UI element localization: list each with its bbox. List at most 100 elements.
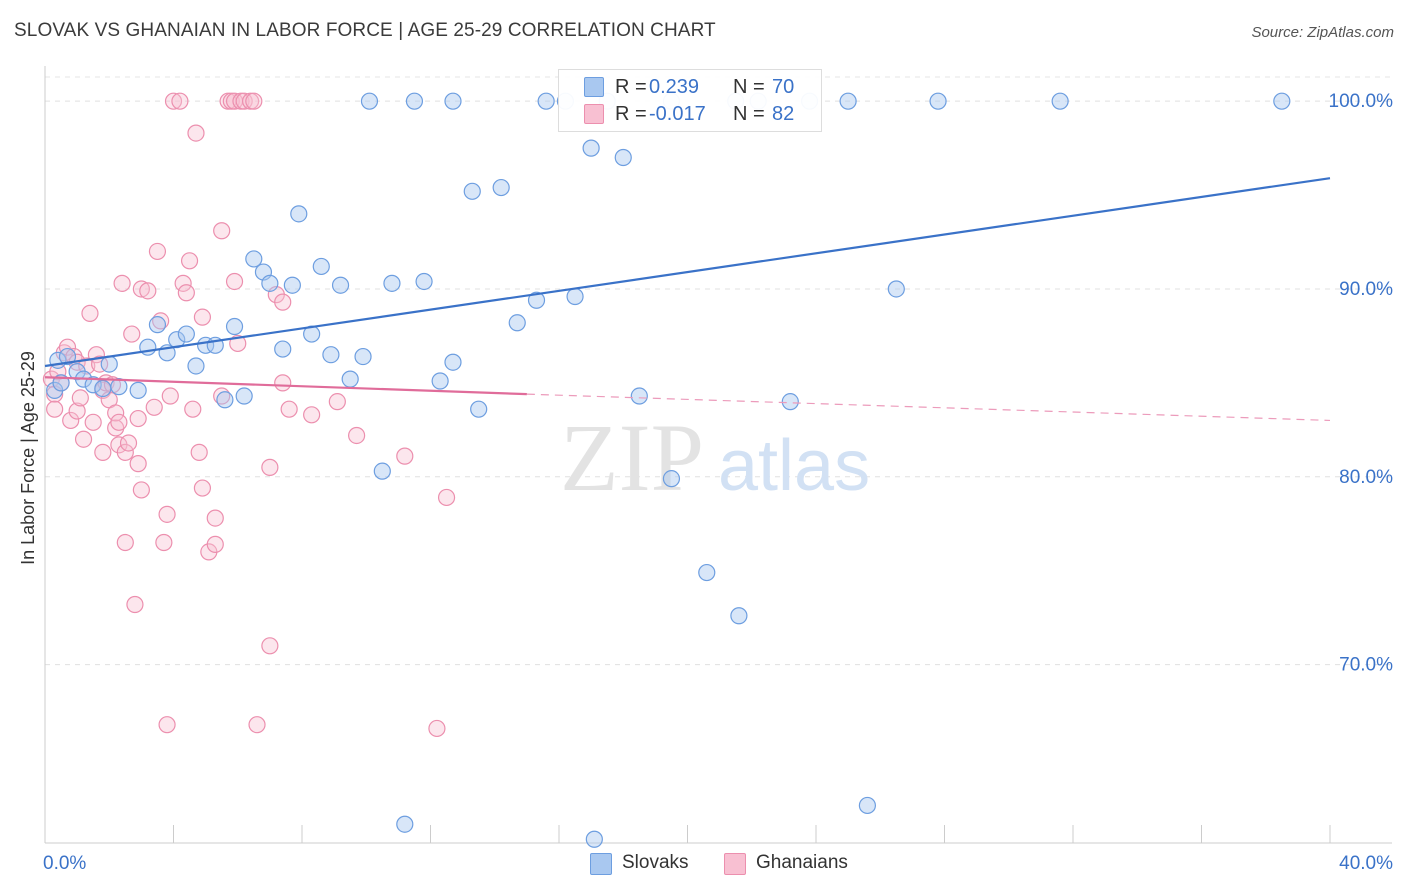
ghanaian-point [158, 716, 176, 734]
slovak-point [630, 387, 648, 405]
slovak-point [84, 376, 102, 394]
slovak-point [148, 316, 167, 334]
ghanaian-point [116, 533, 134, 552]
ghanaian-point [437, 488, 456, 507]
slovak-point [94, 379, 112, 398]
tick-labels: 100.0% 90.0% 80.0% 70.0% 0.0% 40.0% [43, 91, 1393, 874]
ghanaian-point [46, 400, 64, 418]
slovak-point [858, 796, 877, 815]
slovak-point [463, 182, 481, 200]
ghanaian-point [129, 409, 147, 428]
slovak-point [585, 830, 603, 848]
slovak-point [839, 92, 857, 110]
legend-n-label: N = [733, 103, 765, 125]
slovak-point [415, 272, 433, 291]
ghanaian-point [81, 304, 99, 322]
ghanaian-point [74, 430, 93, 448]
y-tick-label: 80.0% [1339, 467, 1393, 488]
ghanaian-point [328, 393, 346, 411]
ghanaian-point [84, 413, 102, 431]
legend-n-label: N = [733, 76, 765, 98]
slovak-point [110, 378, 128, 396]
ghanaian-point [132, 481, 150, 499]
ghanaian-point [193, 479, 212, 497]
grid-lines [45, 76, 1392, 666]
source-label: Source: ZipAtlas.com [1251, 24, 1394, 41]
slovak-point [444, 353, 462, 371]
slovak-point [508, 314, 526, 332]
slovak-point [1273, 92, 1291, 110]
slovak-point [405, 92, 424, 110]
ghanaian-point [428, 719, 446, 738]
correlation-legend: R = 0.239 N = 70 R = -0.017 N = 82 [558, 69, 822, 132]
ghanaian-point [155, 533, 173, 552]
slovak-point [58, 347, 77, 366]
chart-title: SLOVAK VS GHANAIAN IN LABOR FORCE | AGE … [14, 20, 716, 41]
slovak-point [383, 274, 401, 292]
ghanaian-point [177, 284, 195, 302]
legend-label-ghanaians: Ghanaians [756, 852, 848, 873]
ghanaian-point [225, 272, 244, 291]
slovak-point [566, 287, 584, 306]
ghanaian-point [129, 455, 147, 473]
y-axis-label: In Labor Force | Age 25-29 [18, 351, 38, 565]
slovak-point [341, 370, 359, 388]
ghanaian-point [78, 357, 96, 375]
slovak-point [929, 92, 947, 110]
ghanaian-point [174, 274, 192, 292]
ghanaian-trend-line [44, 376, 527, 396]
y-tick-label: 70.0% [1339, 655, 1393, 676]
ghanaian-point [303, 406, 321, 424]
slovak-point [129, 381, 147, 399]
trend-lines [44, 177, 1331, 422]
ghanaian-point [110, 413, 128, 431]
legend-r-label: R = [615, 103, 647, 125]
legend-r-label: R = [615, 76, 647, 98]
legend-swatch-slovaks [590, 853, 612, 875]
slovak-point [177, 325, 195, 343]
legend-swatch-slovaks [584, 77, 604, 97]
ghanaian-point [274, 374, 292, 392]
x-tick-label: 40.0% [1339, 853, 1393, 874]
ghanaian-point [113, 274, 131, 292]
ghanaian-point [62, 411, 80, 430]
ghanaian-point [119, 434, 138, 452]
ghanaian-point [58, 338, 77, 356]
ghanaian-point [274, 293, 292, 311]
ghanaian-trend-extrapolation [526, 393, 1331, 422]
ghanaian-point [126, 595, 144, 614]
slovak-point [698, 563, 716, 582]
slovak-point [283, 276, 301, 294]
ghanaian-point [107, 419, 125, 437]
legend-swatch-ghanaians [724, 853, 746, 875]
slovak-point [225, 317, 244, 336]
slovak-point [245, 250, 263, 268]
slovak-point [614, 148, 632, 167]
legend-n-value: 70 [772, 76, 795, 98]
ghanaian-point [248, 716, 266, 734]
ghanaian-point [107, 404, 125, 422]
ghanaian-point [396, 447, 414, 465]
ghanaian-point [213, 222, 231, 240]
ghanaian-point [261, 458, 279, 476]
ghanaian-point [206, 509, 224, 527]
watermark-zip: ZIP [560, 404, 704, 511]
legend-swatch-ghanaians [584, 104, 604, 124]
ghanaian-point [261, 637, 279, 655]
y-tick-label: 100.0% [1329, 91, 1394, 112]
slovak-point [781, 393, 799, 411]
slovak-point [730, 607, 748, 625]
legend-n-value: 82 [772, 103, 795, 125]
slovak-point [187, 357, 205, 375]
ghanaian-point [132, 280, 150, 298]
slovak-point [662, 470, 681, 488]
slovak-point [537, 92, 555, 110]
slovak-point [396, 815, 414, 833]
ghanaian-point [158, 505, 176, 523]
series-ghanaians [42, 92, 456, 738]
slovak-point [431, 372, 449, 390]
ghanaian-point [91, 355, 109, 373]
ghanaian-point [71, 389, 89, 407]
slovak-point [216, 391, 234, 409]
slovak-point [373, 462, 391, 480]
